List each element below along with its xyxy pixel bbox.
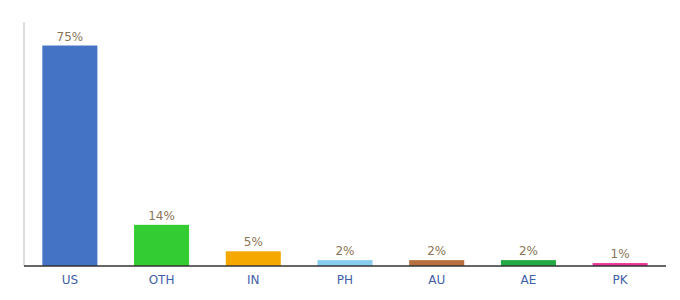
x-tick-label: US <box>62 273 78 287</box>
x-tick-label: IN <box>247 273 260 287</box>
data-labels: 75% 14% 5% 2% 2% 2% 1% <box>57 30 630 262</box>
bar <box>226 251 281 266</box>
x-tick-label: PH <box>337 273 353 287</box>
data-label: 2% <box>519 244 538 258</box>
bar <box>42 46 97 266</box>
chart: US OTH IN PH AU AE PK 75% 14% 5% 2% 2% 2% 1% <box>0 0 680 300</box>
data-label: 14% <box>148 209 175 223</box>
bar <box>134 225 189 266</box>
data-label: 1% <box>611 247 630 261</box>
bar <box>501 260 556 266</box>
bars <box>42 46 647 266</box>
bar <box>317 260 372 266</box>
data-label: 75% <box>57 30 84 44</box>
data-label: 2% <box>427 244 446 258</box>
axes: US OTH IN PH AU AE PK <box>24 22 666 287</box>
y-axis-line <box>24 22 25 266</box>
data-label: 5% <box>244 235 263 249</box>
x-tick-label: AU <box>428 273 445 287</box>
x-tick-label: AE <box>521 273 537 287</box>
bar <box>409 260 464 266</box>
data-label: 2% <box>335 244 354 258</box>
x-tick-label: PK <box>613 273 629 287</box>
x-axis-line <box>24 265 666 267</box>
x-tick-label: OTH <box>149 273 175 287</box>
